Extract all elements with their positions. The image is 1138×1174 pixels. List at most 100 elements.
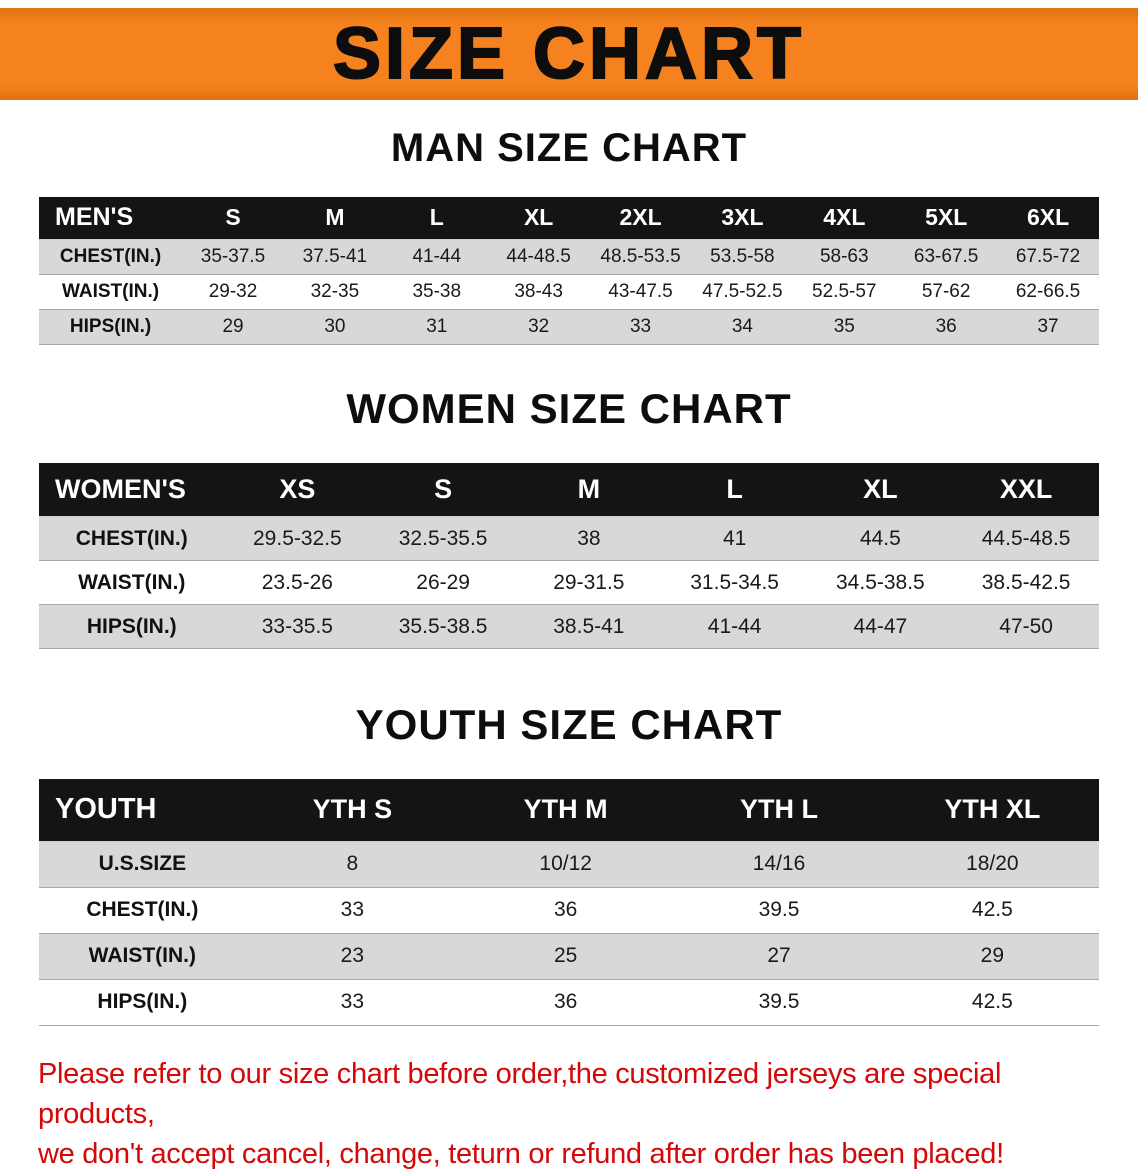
size-value-cell: 23	[340, 944, 365, 967]
size-value-cell: 67.5-72	[1015, 245, 1081, 267]
size-value-cell: 35-38	[412, 280, 462, 302]
row-label-cell: WAIST(IN.)	[88, 944, 196, 967]
size-value-cell: 36	[554, 990, 578, 1013]
size-value-cell: 33	[340, 990, 365, 1013]
size-value-cell: 34.5-38.5	[836, 570, 925, 594]
row-label-cell: CHEST(IN.)	[86, 898, 199, 921]
size-value-cell: 32.5-35.5	[398, 526, 488, 550]
size-header-cell: XXL	[953, 462, 1099, 517]
table-header-row: YOUTH YTH S YTH M YTH L YTH XL	[39, 779, 1099, 841]
disclaimer-line-1: Please refer to our size chart before or…	[38, 1057, 1002, 1130]
size-value-cell: 26-29	[416, 570, 470, 594]
size-value-cell: 44-48.5	[506, 245, 571, 267]
men-size-chart-section: MAN SIZE CHART MEN'S S M L XL 2XL 3XL 4XL 5XL 6XL…	[0, 126, 1138, 345]
measurement-row: WAIST(IN.) 29-32 32-35 35-38 38-43 43-47.5 47.…	[39, 274, 1099, 309]
size-value-cell: 44-47	[853, 614, 908, 638]
measurement-row: WAIST(IN.) 23 25 27 29	[39, 933, 1099, 979]
size-value-cell: 42.5	[971, 990, 1013, 1013]
size-value-cell: 39.5	[758, 898, 800, 921]
measurement-row: HIPS(IN.) 33-35.5 35.5-38.5 38.5-41 41-44 44-…	[39, 604, 1099, 649]
size-value-cell: 31.5-34.5	[690, 570, 779, 594]
size-value-cell: 36	[554, 898, 578, 921]
size-header-cell: 2XL	[589, 197, 692, 239]
size-value-cell: 36	[935, 315, 957, 337]
size-value-cell: 41	[722, 526, 747, 550]
size-header-cell: M	[283, 197, 386, 239]
size-value-cell: 35	[833, 315, 855, 337]
row-label-cell: HIPS(IN.)	[97, 990, 188, 1013]
row-label-cell: WAIST(IN.)	[61, 280, 160, 302]
size-value-cell: 29-32	[208, 280, 258, 302]
measurement-row: HIPS(IN.) 33 36 39.5 42.5	[39, 979, 1099, 1025]
size-value-cell: 23.5-26	[261, 570, 333, 594]
size-header-cell: YTH XL	[885, 779, 1099, 841]
measurement-row: CHEST(IN.) 33 36 39.5 42.5	[39, 887, 1099, 933]
women-size-table: WOMEN'S XS S M L XL XXL CHEST(IN.) 29.5-32.5 32.5…	[39, 462, 1099, 650]
size-value-cell: 44.5-48.5	[981, 526, 1071, 550]
size-value-cell: 27	[767, 944, 791, 967]
size-header-cell: L	[385, 197, 488, 239]
size-value-cell: 48.5-53.5	[600, 245, 681, 267]
size-value-cell: 38	[577, 526, 601, 550]
size-header-cell: YTH S	[245, 779, 460, 841]
size-value-cell: 39.5	[758, 990, 800, 1013]
size-value-cell: 37.5-41	[302, 245, 368, 267]
row-label-cell: HIPS(IN.)	[86, 614, 177, 638]
disclaimer-line-2: we don't accept cancel, change, teturn o…	[38, 1137, 1004, 1170]
size-value-cell: 38-43	[514, 280, 563, 302]
table-header-row: WOMEN'S XS S M L XL XXL	[39, 462, 1099, 517]
size-value-cell: 35-37.5	[200, 245, 266, 267]
size-header-cell: L	[661, 462, 808, 517]
row-label-cell: U.S.SIZE	[98, 852, 187, 875]
banner: SIZE CHART	[0, 8, 1138, 100]
size-value-cell: 41-44	[707, 614, 762, 638]
size-header-cell: S	[182, 197, 284, 239]
size-value-cell: 38.5-42.5	[981, 570, 1071, 594]
table-title-cell: MEN'S	[39, 197, 183, 239]
size-value-cell: 41-44	[412, 245, 462, 267]
women-section-title: WOMEN SIZE CHART	[346, 384, 792, 432]
size-value-cell: 10/12	[539, 852, 592, 875]
size-value-cell: 14/16	[752, 852, 806, 875]
size-value-cell: 18/20	[966, 852, 1019, 875]
men-size-table: MEN'S S M L XL 2XL 3XL 4XL 5XL 6XL CHEST(IN.) 35-37…	[39, 197, 1099, 345]
table-title-cell: YOUTH	[39, 779, 246, 841]
size-value-cell: 31	[426, 315, 448, 337]
size-value-cell: 37	[1037, 315, 1059, 337]
row-label-cell: WAIST(IN.)	[78, 570, 186, 594]
size-value-cell: 53.5-58	[710, 245, 775, 267]
size-header-cell: 3XL	[691, 197, 794, 239]
size-value-cell: 25	[554, 944, 578, 967]
page-title: SIZE CHART	[332, 14, 805, 94]
row-label-cell: CHEST(IN.)	[59, 245, 162, 267]
youth-size-chart-section: YOUTH SIZE CHART YOUTH YTH S YTH M YTH L YTH…	[0, 701, 1138, 1026]
youth-section-title: YOUTH SIZE CHART	[355, 701, 783, 748]
size-value-cell: 29	[222, 315, 244, 337]
size-value-cell: 62-66.5	[1015, 280, 1081, 302]
measurement-row: HIPS(IN.) 29 30 31 32 33 34 35 36 37	[39, 309, 1099, 344]
women-size-chart-section: WOMEN SIZE CHART WOMEN'S XS S M L XL XXL CHEST(…	[0, 385, 1138, 650]
size-header-cell: 5XL	[895, 197, 998, 239]
measurement-row: CHEST(IN.) 29.5-32.5 32.5-35.5 38 41 44.5 44.5…	[39, 516, 1099, 561]
size-header-cell: S	[370, 462, 516, 517]
size-value-cell: 42.5	[971, 898, 1013, 921]
size-value-cell: 29.5-32.5	[253, 526, 342, 550]
size-value-cell: 47-50	[999, 614, 1053, 638]
men-section-title: MAN SIZE CHART	[390, 126, 748, 170]
size-value-cell: 63-67.5	[913, 245, 979, 267]
size-value-cell: 33	[340, 898, 365, 921]
row-label-cell: CHEST(IN.)	[75, 526, 188, 550]
size-header-cell: YTH L	[672, 779, 886, 841]
size-header-cell: XL	[487, 197, 590, 239]
table-header-row: MEN'S S M L XL 2XL 3XL 4XL 5XL 6XL	[39, 197, 1099, 239]
size-value-cell: 58-63	[819, 245, 869, 267]
size-value-cell: 33	[629, 315, 652, 337]
size-value-cell: 32	[528, 315, 550, 337]
size-value-cell: 30	[324, 315, 346, 337]
size-value-cell: 35.5-38.5	[398, 614, 488, 638]
size-value-cell: 29	[980, 944, 1005, 967]
size-value-cell: 38.5-41	[553, 614, 625, 638]
size-value-cell: 8	[346, 852, 359, 875]
size-value-cell: 52.5-57	[812, 280, 877, 302]
